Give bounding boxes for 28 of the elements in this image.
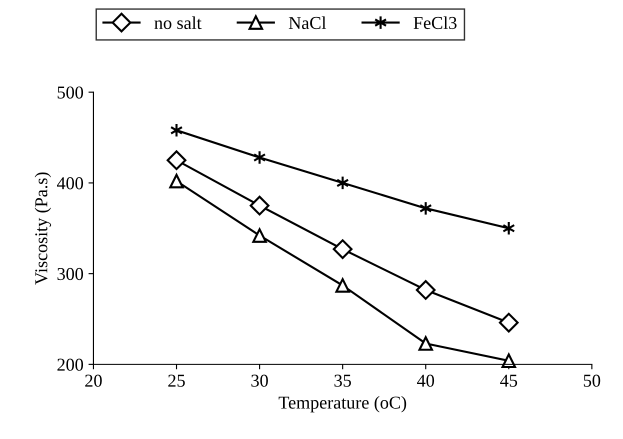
x-tick-label: 45 — [500, 374, 518, 387]
point — [335, 278, 350, 293]
point — [332, 239, 353, 260]
legend-label: NaCl — [288, 16, 326, 30]
legend-label: no salt — [154, 16, 202, 30]
point — [501, 353, 516, 368]
x-tick-label: 25 — [168, 374, 185, 387]
point — [169, 174, 184, 188]
point — [418, 336, 434, 351]
legend-label: FeCl3 — [414, 16, 457, 30]
point — [166, 150, 186, 170]
x-axis-title: Temperature (oC) — [278, 396, 406, 412]
y-tick-label: 500 — [58, 86, 84, 99]
point — [250, 196, 270, 216]
point — [252, 228, 267, 243]
point — [502, 220, 516, 236]
y-axis-title: Viscosity (Pa.s) — [34, 172, 52, 285]
y-tick-label: 400 — [56, 177, 84, 190]
x-tick-label: 35 — [334, 374, 351, 387]
x-tick-label: 50 — [584, 374, 600, 387]
y-tick-label: 200 — [57, 358, 84, 371]
point — [419, 201, 432, 216]
x-tick-label: 20 — [85, 374, 102, 387]
point — [498, 312, 519, 333]
x-tick-label: 30 — [251, 374, 268, 387]
point — [416, 280, 436, 300]
y-tick-label: 300 — [58, 268, 84, 280]
x-tick-label: 40 — [417, 374, 434, 387]
